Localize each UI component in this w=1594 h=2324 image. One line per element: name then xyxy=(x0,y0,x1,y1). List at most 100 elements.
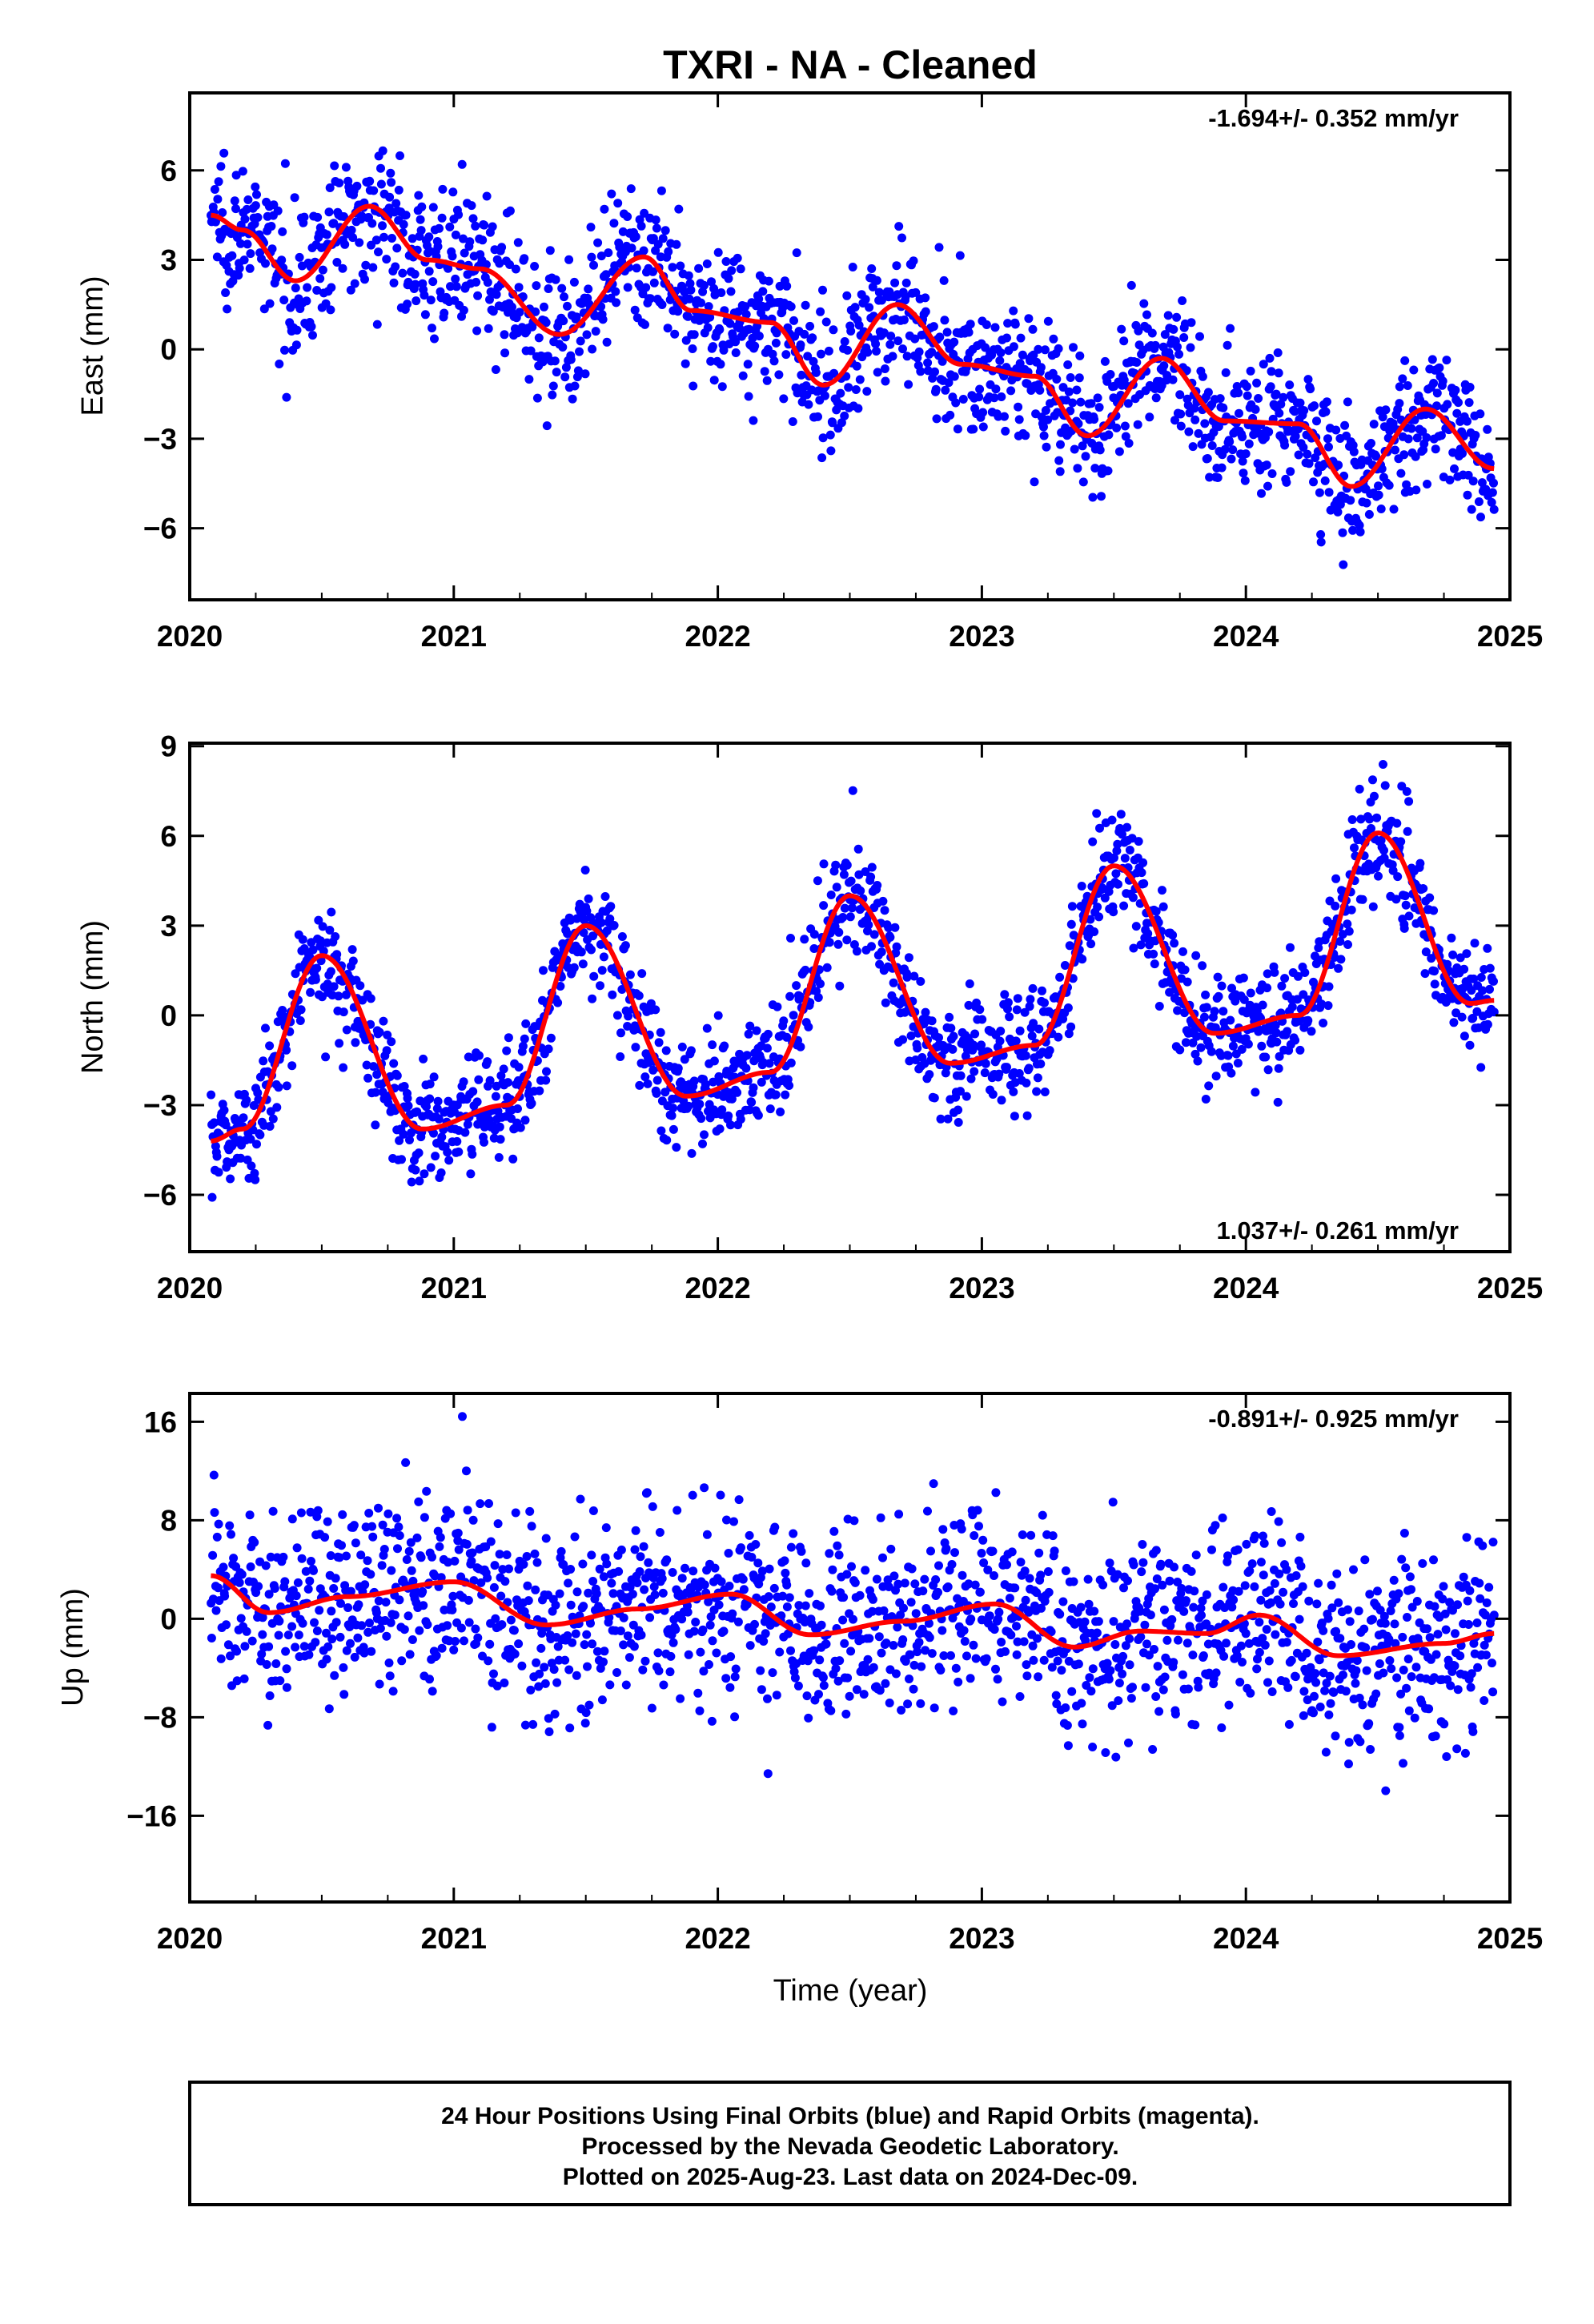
north-point xyxy=(1211,1023,1220,1032)
east-point xyxy=(1186,343,1195,352)
east-point xyxy=(228,276,238,286)
north-point xyxy=(745,1021,755,1031)
north-point xyxy=(609,921,619,930)
east-point xyxy=(1227,454,1236,464)
east-point xyxy=(1078,441,1087,451)
up-point xyxy=(645,1613,655,1622)
north-point xyxy=(877,947,886,957)
up-point xyxy=(950,1548,959,1558)
north-point xyxy=(246,1135,255,1144)
up-point xyxy=(1236,1641,1246,1651)
east-point xyxy=(1295,398,1305,408)
up-point xyxy=(572,1671,581,1680)
up-point xyxy=(1098,1580,1108,1590)
north-point xyxy=(1077,882,1086,891)
north-point xyxy=(272,1103,282,1112)
east-point xyxy=(563,301,572,311)
east-point xyxy=(340,239,350,249)
up-point xyxy=(242,1626,251,1636)
up-point xyxy=(640,1656,650,1666)
north-point xyxy=(866,872,876,882)
east-point xyxy=(892,261,901,271)
up-point xyxy=(1196,1603,1206,1613)
east-point xyxy=(424,267,434,276)
north-point xyxy=(1293,971,1303,981)
up-point xyxy=(500,1577,510,1586)
east-point xyxy=(953,424,962,434)
up-point xyxy=(863,1655,873,1664)
north-point xyxy=(1066,1022,1076,1031)
up-point xyxy=(777,1611,786,1621)
up-point xyxy=(437,1643,447,1653)
up-point xyxy=(493,1519,503,1529)
east-point xyxy=(771,338,781,348)
east-point xyxy=(902,352,912,361)
north-point xyxy=(1129,943,1138,953)
north-point xyxy=(853,844,863,854)
north-point xyxy=(375,1027,384,1037)
north-point xyxy=(496,1135,505,1144)
up-point xyxy=(814,1690,823,1699)
east-point xyxy=(1221,368,1231,377)
east-point xyxy=(1003,319,1013,328)
east-point xyxy=(350,279,359,288)
up-point xyxy=(360,1580,370,1590)
north-point xyxy=(382,1046,391,1055)
up-point xyxy=(402,1555,412,1564)
north-point xyxy=(1060,961,1070,970)
north-point xyxy=(970,1029,980,1039)
east-point xyxy=(259,304,269,314)
east-point xyxy=(840,411,849,420)
up-point xyxy=(210,1508,219,1518)
up-point xyxy=(761,1629,770,1638)
up-point xyxy=(900,1578,909,1588)
north-point xyxy=(687,1148,697,1158)
east-point xyxy=(1427,355,1437,364)
up-point xyxy=(1119,1583,1128,1593)
east-point xyxy=(291,340,301,350)
up-point xyxy=(768,1668,777,1678)
north-point xyxy=(936,1114,946,1124)
east-point xyxy=(609,219,619,228)
north-xtick-label: 2023 xyxy=(949,1272,1014,1305)
up-point xyxy=(581,1708,591,1718)
north-point xyxy=(597,966,607,975)
east-point xyxy=(1364,509,1374,519)
north-point xyxy=(713,1011,723,1020)
north-point xyxy=(452,1136,462,1146)
up-point xyxy=(1188,1651,1198,1660)
up-point xyxy=(222,1620,231,1630)
up-point xyxy=(1411,1663,1421,1672)
up-point xyxy=(291,1642,300,1652)
up-point xyxy=(1277,1538,1287,1547)
up-point xyxy=(1198,1596,1207,1606)
up-point xyxy=(1179,1606,1189,1616)
east-point xyxy=(1106,370,1115,379)
east-point xyxy=(560,372,570,382)
up-point xyxy=(1177,1584,1186,1593)
east-point xyxy=(468,214,478,223)
north-point xyxy=(1063,1003,1073,1012)
up-point xyxy=(793,1681,803,1691)
east-point xyxy=(760,367,769,376)
up-point xyxy=(1029,1655,1038,1665)
north-xtick-label: 2022 xyxy=(685,1272,750,1305)
up-point xyxy=(1222,1638,1231,1648)
up-point xyxy=(378,1520,387,1530)
up-point xyxy=(686,1584,696,1594)
east-point xyxy=(267,244,277,254)
north-point xyxy=(1286,943,1295,952)
north-point xyxy=(1299,990,1308,999)
up-point xyxy=(329,1584,339,1593)
east-point xyxy=(1159,361,1169,371)
up-point xyxy=(875,1686,885,1695)
east-point xyxy=(939,275,949,285)
up-point xyxy=(1140,1620,1150,1630)
east-point xyxy=(781,350,791,360)
up-point xyxy=(889,1571,899,1581)
east-point xyxy=(645,294,655,304)
east-point xyxy=(1452,408,1462,418)
east-point xyxy=(944,378,954,388)
up-point xyxy=(801,1601,810,1610)
north-point xyxy=(709,1077,718,1087)
